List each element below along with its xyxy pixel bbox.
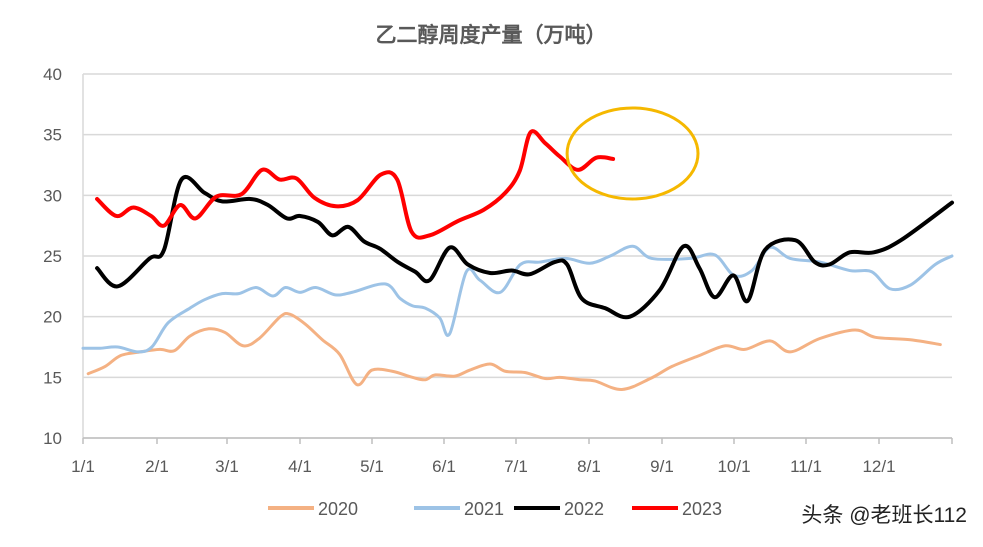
- y-tick-label: 10: [43, 429, 62, 448]
- y-tick-label: 35: [43, 126, 62, 145]
- y-tick-label: 20: [43, 308, 62, 327]
- x-tick-label: 10/1: [717, 457, 750, 476]
- y-tick-label: 25: [43, 247, 62, 266]
- y-tick-label: 15: [43, 368, 62, 387]
- x-tick-label: 8/1: [577, 457, 601, 476]
- x-tick-label: 7/1: [504, 457, 528, 476]
- y-tick-label: 30: [43, 186, 62, 205]
- x-tick-label: 5/1: [360, 457, 384, 476]
- chart-title: 乙二醇周度产量（万吨）: [376, 23, 607, 47]
- series-line-2021: [81, 244, 954, 354]
- legend-label-2020: 2020: [318, 499, 358, 519]
- x-tick-label: 9/1: [650, 457, 674, 476]
- legend-label-2023: 2023: [682, 499, 722, 519]
- highlight-ellipse: [565, 106, 700, 201]
- watermark: 头条 @老班长112: [801, 504, 967, 527]
- series-line-2020: [86, 311, 942, 391]
- x-tick-label: 2/1: [145, 457, 169, 476]
- series-line-2022: [95, 175, 954, 320]
- legend-label-2021: 2021: [464, 499, 504, 519]
- x-tick-label: 6/1: [432, 457, 456, 476]
- x-tick-label: 1/1: [71, 457, 95, 476]
- legend-label-2022: 2022: [564, 499, 604, 519]
- x-tick-label: 3/1: [215, 457, 239, 476]
- x-tick-label: 12/1: [862, 457, 895, 476]
- y-tick-label: 40: [43, 65, 62, 84]
- series-line-2023: [95, 129, 616, 240]
- x-tick-label: 4/1: [288, 457, 312, 476]
- x-tick-label: 11/1: [790, 457, 822, 476]
